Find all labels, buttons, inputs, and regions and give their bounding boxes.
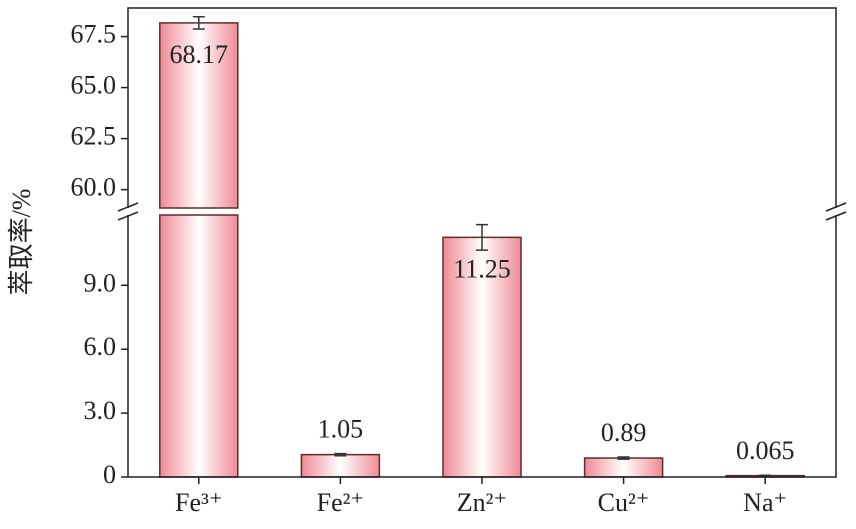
bar [583,457,664,478]
y-tick-label: 3.0 [84,396,117,425]
y-tick-label: 0 [103,460,116,489]
y-tick-label: 9.0 [84,268,117,297]
axis-break [117,202,139,221]
error-bar [476,223,488,251]
y-tick-label: 67.5 [71,20,117,49]
value-label: 68.17 [170,40,229,69]
x-tick-label: Cu²⁺ [598,488,650,517]
error-bar [759,474,772,477]
y-tick-label: 6.0 [84,332,117,361]
x-tick-label: Fe²⁺ [317,488,365,517]
bar [300,453,381,478]
y-tick-label: 62.5 [71,122,117,151]
bar [159,22,239,209]
error-bar [192,16,205,30]
value-label: 0.89 [601,418,647,447]
bar [159,214,239,478]
y-axis-label: 萃取率/% [7,189,36,296]
axis-break [825,202,847,221]
x-tick-label: Fe³⁺ [175,488,223,517]
value-label: 1.05 [318,415,364,444]
x-tick-label: Zn²⁺ [457,488,507,517]
value-label: 11.25 [453,254,511,283]
error-bar [617,456,630,460]
y-tick-label: 65.0 [71,71,117,100]
x-tick-label: Na⁺ [743,488,787,517]
error-bar [334,452,347,457]
value-label: 0.065 [736,436,795,465]
axis-frame [127,7,837,478]
y-tick-label: 60.0 [71,173,117,202]
